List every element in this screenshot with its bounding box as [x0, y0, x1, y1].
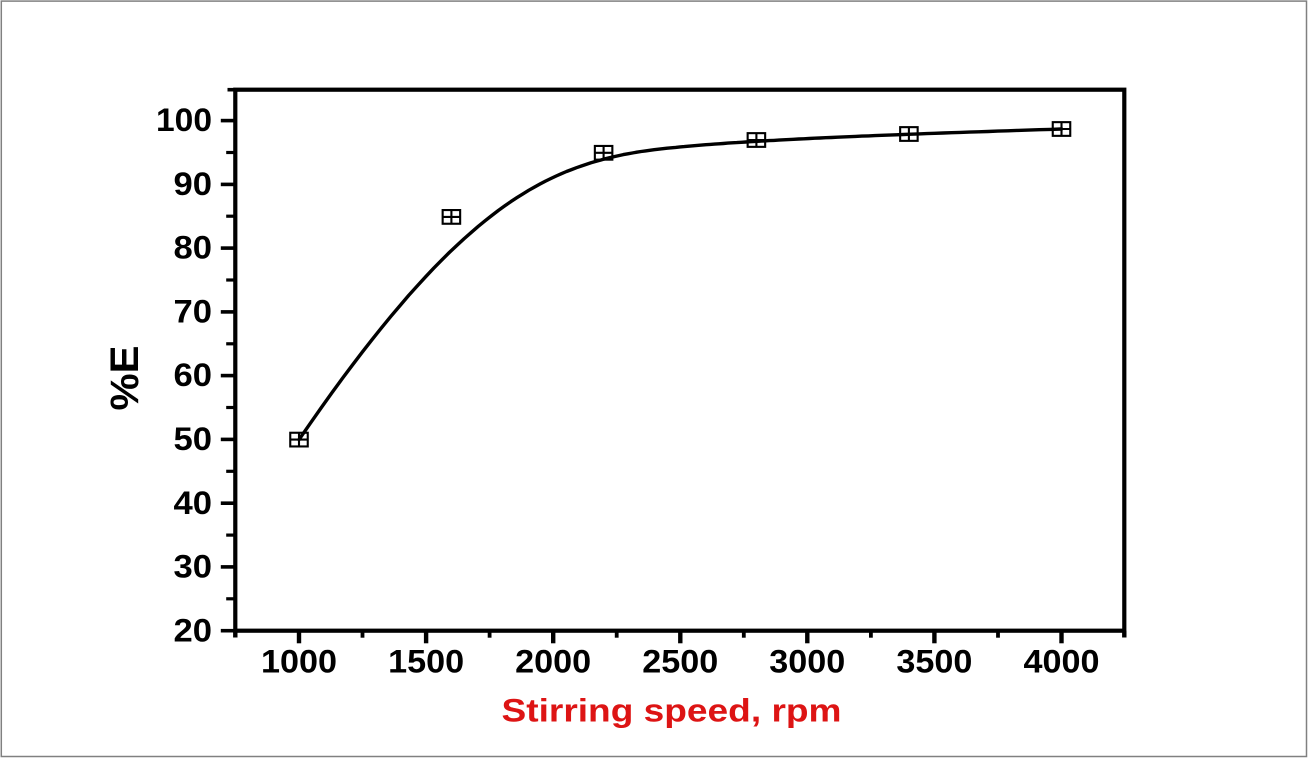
svg-text:20: 20	[174, 612, 213, 648]
svg-text:2500: 2500	[642, 644, 718, 680]
svg-text:60: 60	[174, 357, 213, 393]
svg-text:3500: 3500	[896, 644, 972, 680]
svg-text:4000: 4000	[1024, 644, 1100, 680]
svg-text:30: 30	[174, 549, 213, 585]
svg-text:1000: 1000	[261, 644, 337, 680]
svg-text:50: 50	[174, 421, 213, 457]
svg-text:100: 100	[156, 102, 212, 138]
svg-text:%E: %E	[103, 346, 147, 411]
svg-text:1500: 1500	[388, 644, 464, 680]
svg-text:Stirring speed, rpm: Stirring speed, rpm	[502, 693, 842, 729]
svg-text:70: 70	[174, 294, 213, 330]
svg-text:40: 40	[174, 485, 213, 521]
svg-text:90: 90	[174, 166, 213, 202]
svg-text:80: 80	[174, 230, 213, 266]
svg-text:3000: 3000	[769, 644, 845, 680]
svg-text:2000: 2000	[515, 644, 591, 680]
